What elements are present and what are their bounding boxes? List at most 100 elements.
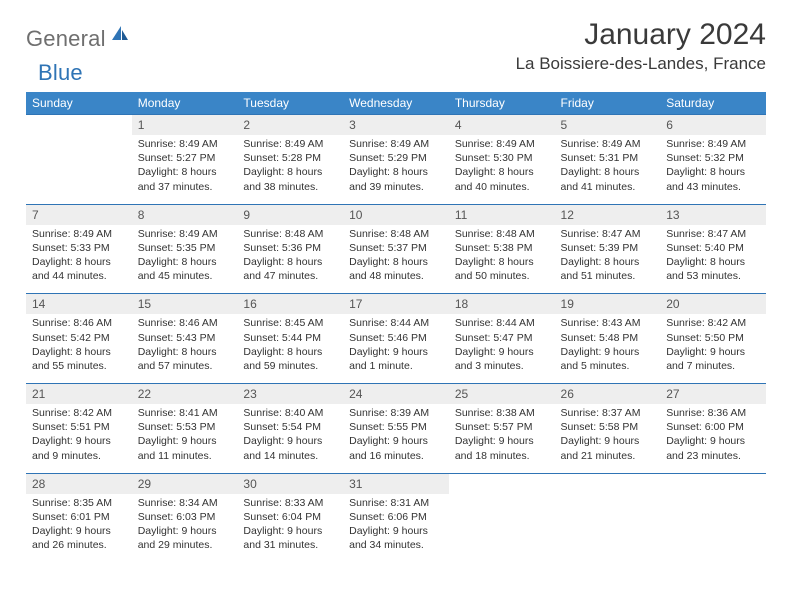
sunrise-text: Sunrise: 8:49 AM (138, 228, 218, 240)
day1-text: Daylight: 9 hours (349, 346, 428, 358)
sunset-text: Sunset: 5:51 PM (32, 421, 110, 433)
details-row: Sunrise: 8:42 AM Sunset: 5:51 PM Daylight:… (26, 404, 766, 473)
day2-text: and 1 minute. (349, 360, 413, 372)
day-cell: Sunrise: 8:46 AMSunset: 5:42 PMDaylight:… (26, 314, 132, 383)
sunset-text: Sunset: 5:31 PM (561, 152, 639, 164)
day2-text: and 38 minutes. (243, 181, 318, 193)
day-number: 4 (449, 115, 555, 136)
day2-text: and 29 minutes. (138, 539, 213, 551)
day1-text: Daylight: 9 hours (455, 346, 534, 358)
day-number: 2 (237, 115, 343, 136)
details-row: Sunrise: 8:49 AMSunset: 5:27 PMDaylight:… (26, 135, 766, 204)
month-title: January 2024 (516, 18, 766, 52)
sunrise-text: Sunrise: 8:36 AM (666, 407, 746, 419)
day-cell (660, 494, 766, 563)
day-number (26, 115, 132, 136)
day-cell: Sunrise: 8:33 AMSunset: 6:04 PMDaylight:… (237, 494, 343, 563)
day-cell: Sunrise: 8:49 AMSunset: 5:35 PMDaylight:… (132, 225, 238, 294)
day-cell: Sunrise: 8:42 AM Sunset: 5:51 PM Daylight:… (26, 404, 132, 473)
day-number (449, 473, 555, 494)
day-number: 21 (26, 384, 132, 405)
day-number: 16 (237, 294, 343, 315)
day-number: 1 (132, 115, 238, 136)
day-cell: Sunrise: 8:49 AMSunset: 5:33 PMDaylight:… (26, 225, 132, 294)
day-number: 27 (660, 384, 766, 405)
day-cell: Sunrise: 8:38 AMSunset: 5:57 PMDaylight:… (449, 404, 555, 473)
day1-text: Daylight: 9 hours (666, 435, 745, 447)
sunset-text: Sunset: 5:53 PM (138, 421, 216, 433)
sunrise-text: Sunrise: 8:45 AM (243, 317, 323, 329)
day-cell: Sunrise: 8:47 AMSunset: 5:40 PMDaylight:… (660, 225, 766, 294)
day-number: 22 (132, 384, 238, 405)
sunrise-text: Sunrise: 8:48 AM (455, 228, 535, 240)
sunrise-text: Sunrise: 8:40 AM (243, 407, 323, 419)
day1-text: Daylight: 8 hours (455, 166, 534, 178)
sunset-text: Sunset: 5:42 PM (32, 332, 110, 344)
day-number: 28 (26, 473, 132, 494)
day1-text: Daylight: 8 hours (349, 256, 428, 268)
sunrise-text: Sunrise: 8:34 AM (138, 497, 218, 509)
day1-text: Daylight: 8 hours (455, 256, 534, 268)
day1-text: Daylight: 9 hours (561, 435, 640, 447)
day-cell: Sunrise: 8:42 AMSunset: 5:50 PMDaylight:… (660, 314, 766, 383)
day1-text: Daylight: 9 hours (32, 525, 111, 537)
sunset-text: Sunset: 5:55 PM (349, 421, 427, 433)
sunset-text: Sunset: 6:06 PM (349, 511, 427, 523)
day2-text: and 26 minutes. (32, 539, 107, 551)
day-number: 15 (132, 294, 238, 315)
daynum-row: 14151617181920 (26, 294, 766, 315)
day1-text: Daylight: 9 hours (32, 435, 111, 447)
day2-text: and 31 minutes. (243, 539, 318, 551)
sunrise-text: Sunrise: 8:49 AM (349, 138, 429, 150)
sunset-text: Sunset: 5:40 PM (666, 242, 744, 254)
sunrise-text: Sunrise: 8:49 AM (666, 138, 746, 150)
day2-text: and 50 minutes. (455, 270, 530, 282)
day1-text: Daylight: 8 hours (243, 166, 322, 178)
brand-general: General (26, 26, 106, 52)
sunrise-text: Sunrise: 8:46 AM (32, 317, 112, 329)
sunset-text: Sunset: 6:00 PM (666, 421, 744, 433)
daynum-row: 28293031 (26, 473, 766, 494)
day1-text: Daylight: 8 hours (349, 166, 428, 178)
day1-text: Daylight: 8 hours (243, 256, 322, 268)
day-number: 30 (237, 473, 343, 494)
day-cell: Sunrise: 8:43 AMSunset: 5:48 PMDaylight:… (555, 314, 661, 383)
details-row: Sunrise: 8:49 AMSunset: 5:33 PMDaylight:… (26, 225, 766, 294)
day-number: 11 (449, 204, 555, 225)
sunrise-text: Sunrise: 8:39 AM (349, 407, 429, 419)
day-number: 26 (555, 384, 661, 405)
day-number: 31 (343, 473, 449, 494)
day-number: 14 (26, 294, 132, 315)
day2-text: and 59 minutes. (243, 360, 318, 372)
day1-text: Daylight: 8 hours (666, 166, 745, 178)
sunset-text: Sunset: 5:39 PM (561, 242, 639, 254)
sunset-text: Sunset: 5:58 PM (561, 421, 639, 433)
day-cell: Sunrise: 8:48 AMSunset: 5:37 PMDaylight:… (343, 225, 449, 294)
day-cell: Sunrise: 8:49 AMSunset: 5:30 PMDaylight:… (449, 135, 555, 204)
day1-text: Daylight: 8 hours (32, 256, 111, 268)
sunrise-text: Sunrise: 8:47 AM (561, 228, 641, 240)
day1-text: Daylight: 9 hours (349, 435, 428, 447)
sunset-text: Sunset: 6:01 PM (32, 511, 110, 523)
day-cell: Sunrise: 8:49 AMSunset: 5:27 PMDaylight:… (132, 135, 238, 204)
day-number: 8 (132, 204, 238, 225)
day-number (660, 473, 766, 494)
day2-text: and 16 minutes. (349, 450, 424, 462)
sunset-text: Sunset: 5:50 PM (666, 332, 744, 344)
day2-text: and 45 minutes. (138, 270, 213, 282)
day-cell: Sunrise: 8:35 AM Sunset: 6:01 PM Daylight:… (26, 494, 132, 563)
weekday-header: Friday (555, 92, 661, 115)
calendar-table: Sunday Monday Tuesday Wednesday Thursday… (26, 92, 766, 562)
day-cell: Sunrise: 8:39 AM Sunset: 5:55 PM Daylight:… (343, 404, 449, 473)
day2-text: and 3 minutes. (455, 360, 524, 372)
day2-text: and 9 minutes. (32, 450, 101, 462)
weekday-header-row: Sunday Monday Tuesday Wednesday Thursday… (26, 92, 766, 115)
day1-text: Daylight: 9 hours (666, 346, 745, 358)
day-number: 5 (555, 115, 661, 136)
sunrise-text: Sunrise: 8:42 AM (32, 407, 112, 419)
day-cell (555, 494, 661, 563)
day-cell: Sunrise: 8:47 AMSunset: 5:39 PMDaylight:… (555, 225, 661, 294)
day-cell: Sunrise: 8:46 AMSunset: 5:43 PMDaylight:… (132, 314, 238, 383)
sunrise-text: Sunrise: 8:35 AM (32, 497, 112, 509)
sunrise-text: Sunrise: 8:44 AM (349, 317, 429, 329)
